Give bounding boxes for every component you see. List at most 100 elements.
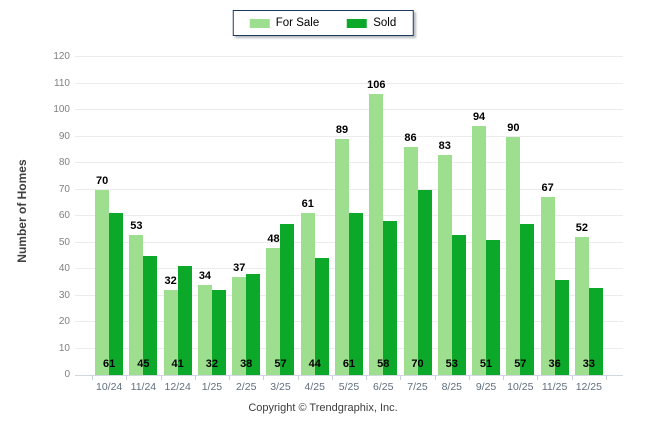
for-sale-value-label: 83 bbox=[438, 140, 451, 153]
for-sale-value-label: 67 bbox=[541, 182, 554, 195]
x-tick-mark bbox=[434, 376, 436, 380]
for-sale-value-label: 86 bbox=[404, 132, 417, 145]
sold-bar bbox=[520, 223, 535, 375]
y-axis-labels: 0 10 20 30 40 50 60 70 80 90 100 110 120 bbox=[30, 52, 70, 380]
x-tick-label: 10/25 bbox=[507, 381, 534, 393]
for-sale-value-label: 34 bbox=[198, 269, 212, 282]
for-sale-bar bbox=[163, 290, 178, 375]
for-sale-bar bbox=[266, 247, 281, 375]
x-tick-mark bbox=[194, 376, 196, 380]
for-sale-bar bbox=[197, 284, 212, 375]
for-sale-bar bbox=[369, 94, 384, 375]
x-tick-mark bbox=[297, 376, 299, 380]
y-tick-label: 100 bbox=[53, 104, 70, 115]
x-tick-mark bbox=[537, 376, 539, 380]
copyright-text: Copyright © Trendgraphix, Inc. bbox=[248, 402, 398, 414]
for-sale-bar bbox=[232, 276, 247, 375]
for-sale-bar bbox=[300, 213, 315, 375]
for-sale-value-label: 70 bbox=[96, 174, 109, 187]
x-tick-label: 12/25 bbox=[575, 381, 602, 393]
x-tick-label: 10/24 bbox=[95, 381, 123, 393]
sold-value-label: 61 bbox=[342, 358, 356, 370]
bar-group-6/25: 106 58 bbox=[366, 57, 400, 375]
sold-bar bbox=[109, 213, 124, 375]
gridline bbox=[75, 188, 623, 190]
for-sale-bar bbox=[506, 136, 521, 375]
sold-value-label: 41 bbox=[171, 358, 184, 370]
x-tick-mark bbox=[160, 376, 162, 380]
for-sale-bar bbox=[540, 197, 555, 375]
bar-group-11/24: 53 45 bbox=[126, 57, 160, 375]
x-axis-ticks bbox=[75, 376, 623, 380]
sold-value-label: 61 bbox=[103, 358, 116, 370]
sold-value-label: 32 bbox=[205, 358, 219, 370]
sold-bar bbox=[280, 223, 295, 375]
legend-item-sold[interactable]: Sold bbox=[347, 17, 396, 29]
bar-group-4/25: 61 44 bbox=[298, 57, 332, 375]
legend-item-for-sale[interactable]: For Sale bbox=[249, 17, 320, 29]
sold-bar bbox=[314, 258, 329, 375]
x-tick-label: 8/25 bbox=[441, 381, 462, 393]
sold-bar bbox=[451, 234, 466, 375]
for-sale-swatch-icon bbox=[249, 18, 270, 28]
legend-label-for-sale: For Sale bbox=[275, 17, 320, 29]
plot-area: 70 61 53 45 32 41 34 32 37 38 48 57 61 44 89 61 106 58 86 7… bbox=[75, 56, 623, 376]
sold-value-label: 57 bbox=[274, 358, 287, 370]
sold-bar bbox=[143, 255, 158, 375]
y-tick-label: 10 bbox=[58, 342, 70, 354]
x-tick-label: 11/25 bbox=[541, 381, 568, 393]
for-sale-bar bbox=[95, 189, 110, 375]
x-tick-mark bbox=[229, 376, 231, 380]
gridline bbox=[75, 109, 623, 110]
y-tick-label: 30 bbox=[58, 289, 70, 301]
sold-value-label: 45 bbox=[137, 358, 150, 370]
for-sale-bar bbox=[129, 234, 144, 375]
x-tick-mark bbox=[400, 376, 402, 380]
gridline bbox=[75, 162, 623, 163]
gridline bbox=[75, 56, 623, 57]
y-tick-label: 90 bbox=[58, 130, 70, 142]
bar-group-10/25: 90 57 bbox=[503, 57, 537, 375]
x-tick-mark bbox=[366, 376, 368, 380]
y-tick-label: 20 bbox=[58, 316, 70, 327]
for-sale-value-label: 61 bbox=[301, 198, 314, 211]
for-sale-value-label: 94 bbox=[472, 110, 486, 123]
x-tick-label: 5/25 bbox=[338, 381, 360, 393]
x-tick-mark bbox=[571, 376, 573, 380]
x-tick-label: 7/25 bbox=[407, 381, 428, 393]
y-tick-label: 70 bbox=[58, 183, 70, 195]
y-tick-label: 80 bbox=[58, 157, 70, 168]
y-tick-label: 120 bbox=[53, 51, 70, 62]
sold-value-label: 38 bbox=[240, 358, 253, 370]
sold-bar bbox=[417, 189, 432, 375]
bar-group-7/25: 86 70 bbox=[400, 57, 434, 375]
x-tick-label: 4/25 bbox=[304, 381, 325, 393]
x-tick-label: 2/25 bbox=[235, 381, 257, 393]
x-tick-mark bbox=[503, 376, 505, 380]
for-sale-value-label: 52 bbox=[575, 222, 588, 235]
for-sale-value-label: 48 bbox=[267, 232, 280, 245]
bar-group-10/24: 70 61 bbox=[92, 57, 126, 375]
x-tick-mark bbox=[92, 376, 93, 380]
y-tick-label: 50 bbox=[58, 236, 70, 248]
x-tick-mark bbox=[126, 376, 128, 380]
bar-groups: 70 61 53 45 32 41 34 32 37 38 48 57 61 44 89 61 106 58 86 7… bbox=[75, 57, 623, 375]
x-tick-label: 3/25 bbox=[270, 381, 291, 393]
gridline bbox=[75, 135, 623, 137]
x-tick-label: 1/25 bbox=[201, 381, 223, 393]
sold-swatch-icon bbox=[347, 18, 368, 28]
sold-value-label: 57 bbox=[514, 358, 527, 370]
bar-group-9/25: 94 51 bbox=[469, 57, 503, 375]
sold-value-label: 51 bbox=[479, 358, 493, 370]
for-sale-value-label: 32 bbox=[164, 275, 177, 288]
sold-bar bbox=[177, 266, 192, 375]
for-sale-bar bbox=[472, 125, 487, 375]
for-sale-bar bbox=[403, 147, 418, 375]
sold-bar bbox=[246, 274, 261, 375]
y-axis-title: Number of Homes bbox=[15, 159, 29, 263]
sold-bar bbox=[554, 279, 569, 375]
bar-group-11/25: 67 36 bbox=[537, 57, 571, 375]
x-tick-mark bbox=[263, 376, 265, 380]
bar-group-12/24: 32 41 bbox=[161, 57, 195, 375]
sold-value-label: 58 bbox=[377, 358, 390, 370]
